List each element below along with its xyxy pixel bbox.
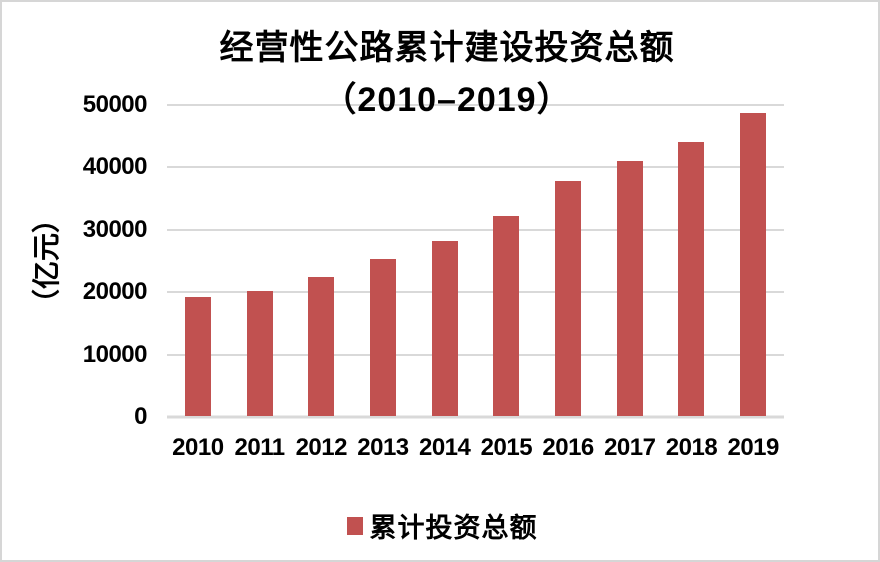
gridline-50000: [167, 104, 784, 106]
legend-swatch: [346, 516, 363, 535]
gridline-10000: [167, 353, 784, 356]
y-tick-label: 50000: [82, 91, 148, 118]
plot-area: [167, 104, 784, 419]
bar-slot-2013: [352, 104, 414, 416]
gridline-40000: [167, 166, 784, 169]
x-tick-label-2010: 2010: [172, 434, 224, 461]
bar-2013: [369, 259, 396, 416]
bar-2018: [678, 142, 705, 416]
bar-slot-2018: [661, 104, 723, 416]
bar-slot-2010: [167, 104, 229, 416]
x-tick-label-2011: 2011: [234, 434, 286, 461]
bar-2010: [184, 297, 211, 416]
gridline-30000: [167, 228, 784, 231]
bar-2016: [555, 181, 582, 416]
bar-slot-2011: [229, 104, 291, 416]
bar-slot-2016: [537, 104, 599, 416]
x-axis-tick-labels: 2010 2011 2012 2013 2014 2015 2016 2017 2018 2019: [167, 434, 784, 462]
y-tick-label: 20000: [82, 278, 148, 306]
y-axis-tick-labels: 50000 40000 30000 20000 10000 0: [2, 2, 148, 560]
bar-2012: [308, 277, 335, 416]
bar-slot-2015: [476, 104, 538, 416]
x-tick-label-2019: 2019: [727, 434, 779, 461]
gridline-20000: [167, 291, 784, 294]
bar-2011: [246, 291, 273, 416]
chart-title: 经营性公路累计建设投资总额 （2010–2019）: [7, 22, 878, 126]
bar-slot-2017: [599, 104, 661, 416]
x-tick-label-2017: 2017: [604, 434, 656, 461]
bar-2014: [431, 241, 458, 416]
x-tick-label-2015: 2015: [480, 434, 533, 461]
chart-title-line1: 经营性公路累计建设投资总额: [219, 29, 675, 67]
bar-2015: [493, 216, 520, 416]
legend: 累计投资总额: [2, 506, 878, 545]
y-tick-label: 40000: [82, 153, 148, 181]
x-tick-label-2018: 2018: [665, 434, 718, 461]
bar-slot-2019: [722, 104, 784, 416]
gridline-0: [167, 415, 784, 419]
bar-slot-2014: [414, 104, 476, 416]
chart-title-line2: （2010–2019）: [322, 81, 572, 119]
bar-slot-2012: [290, 104, 352, 416]
bar-series: [167, 104, 784, 416]
y-tick-label: 30000: [82, 215, 148, 243]
x-tick-label-2013: 2013: [357, 434, 409, 461]
x-tick-label-2016: 2016: [542, 434, 594, 461]
y-tick-label: 10000: [82, 340, 148, 368]
bar-2017: [616, 161, 643, 416]
y-tick-label: 0: [134, 403, 147, 430]
x-tick-label-2012: 2012: [295, 434, 348, 461]
bar-2019: [740, 113, 767, 416]
x-tick-label-2014: 2014: [418, 434, 471, 461]
legend-label: 累计投资总额: [369, 513, 538, 543]
